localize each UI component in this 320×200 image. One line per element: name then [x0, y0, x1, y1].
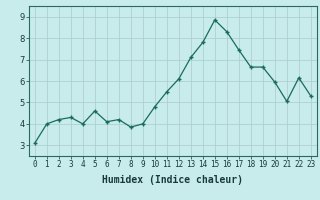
X-axis label: Humidex (Indice chaleur): Humidex (Indice chaleur) — [102, 175, 243, 185]
